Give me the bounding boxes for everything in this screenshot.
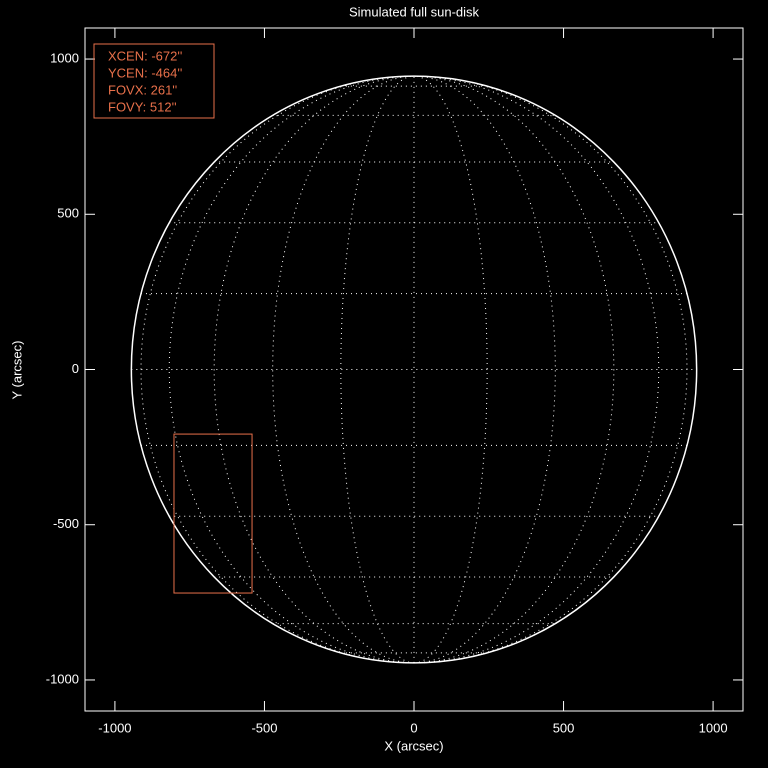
fov-legend-text: FOVX: 261'' bbox=[108, 82, 177, 97]
x-tick-label: 1000 bbox=[699, 720, 728, 735]
plot-frame bbox=[84, 27, 744, 712]
fov-legend-text: FOVY: 512'' bbox=[108, 99, 177, 114]
meridian bbox=[168, 75, 415, 664]
chart-title: Simulated full sun-disk bbox=[349, 4, 480, 19]
x-tick-label: 0 bbox=[410, 720, 417, 735]
y-tick-label: -500 bbox=[53, 516, 79, 531]
x-tick-label: -1000 bbox=[98, 720, 131, 735]
meridian bbox=[413, 75, 556, 664]
fov-box bbox=[173, 433, 253, 594]
y-tick-label: 500 bbox=[57, 206, 79, 221]
x-tick-label: -500 bbox=[251, 720, 277, 735]
meridian bbox=[413, 75, 688, 664]
y-tick-label: -1000 bbox=[46, 671, 79, 686]
meridian bbox=[213, 75, 415, 664]
y-tick-label: 1000 bbox=[50, 50, 79, 65]
x-tick-label: 500 bbox=[553, 720, 575, 735]
meridian bbox=[413, 75, 615, 664]
meridian bbox=[272, 75, 415, 664]
fov-legend-text: XCEN: -672'' bbox=[108, 48, 182, 63]
meridian bbox=[413, 75, 488, 664]
x-axis-label: X (arcsec) bbox=[384, 738, 443, 753]
y-axis-label: Y (arcsec) bbox=[9, 341, 24, 400]
fov-legend-text: YCEN: -464'' bbox=[108, 65, 182, 80]
meridian bbox=[413, 75, 660, 664]
y-tick-label: 0 bbox=[72, 361, 79, 376]
fov-legend-box bbox=[93, 43, 215, 119]
